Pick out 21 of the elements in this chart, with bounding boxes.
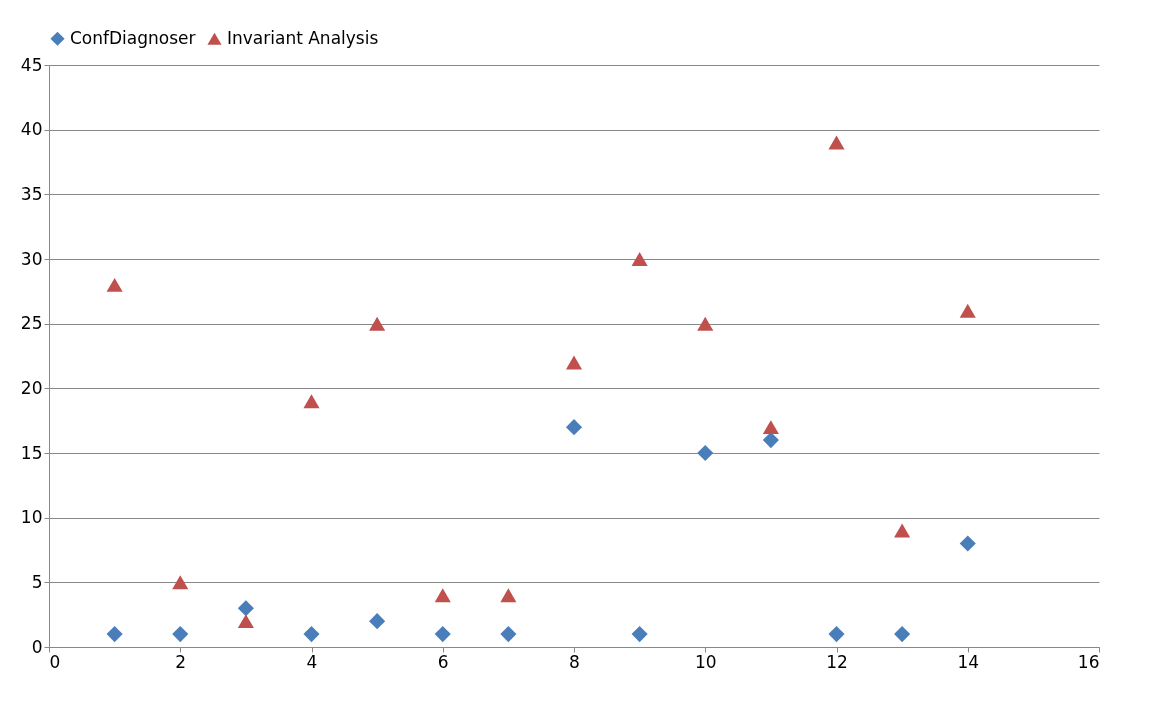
x-tick-label: 16 xyxy=(1077,651,1100,672)
x-tick-label: 2 xyxy=(175,651,187,672)
y-tick-label: 0 xyxy=(31,636,43,657)
y-tick-label: 35 xyxy=(20,183,43,204)
x-tick-label: 14 xyxy=(957,651,980,672)
x-tick-label: 10 xyxy=(694,651,717,672)
legend-label: Invariant Analysis xyxy=(227,27,379,48)
y-tick-label: 45 xyxy=(20,54,43,75)
y-tick-label: 5 xyxy=(31,571,43,592)
x-tick-label: 8 xyxy=(569,651,580,672)
legend-label: ConfDiagnoser xyxy=(70,27,196,48)
x-tick-label: 4 xyxy=(306,651,318,672)
x-tick-label: 0 xyxy=(49,651,61,672)
y-tick-label: 30 xyxy=(20,248,43,269)
y-tick-label: 20 xyxy=(20,377,43,398)
y-tick-label: 25 xyxy=(20,313,43,334)
x-tick-label: 6 xyxy=(437,651,449,672)
y-tick-label: 40 xyxy=(20,119,43,140)
y-tick-label: 15 xyxy=(20,442,43,463)
x-tick-label: 12 xyxy=(826,651,848,672)
y-tick-label: 10 xyxy=(20,507,43,528)
